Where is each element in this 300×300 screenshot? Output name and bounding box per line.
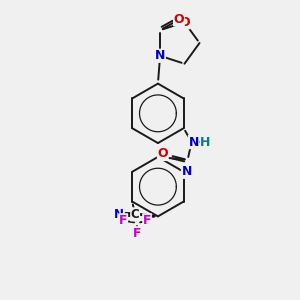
Text: F: F [133, 227, 141, 240]
Text: F: F [143, 214, 151, 227]
Text: O: O [179, 16, 190, 29]
Text: N: N [182, 165, 192, 178]
Text: N: N [155, 49, 165, 62]
Text: C: C [131, 208, 140, 221]
Text: H: H [200, 136, 211, 148]
Text: O: O [174, 13, 184, 26]
Text: F: F [119, 214, 128, 227]
Text: O: O [158, 148, 168, 160]
Text: N: N [114, 208, 124, 221]
Text: N: N [188, 136, 199, 148]
